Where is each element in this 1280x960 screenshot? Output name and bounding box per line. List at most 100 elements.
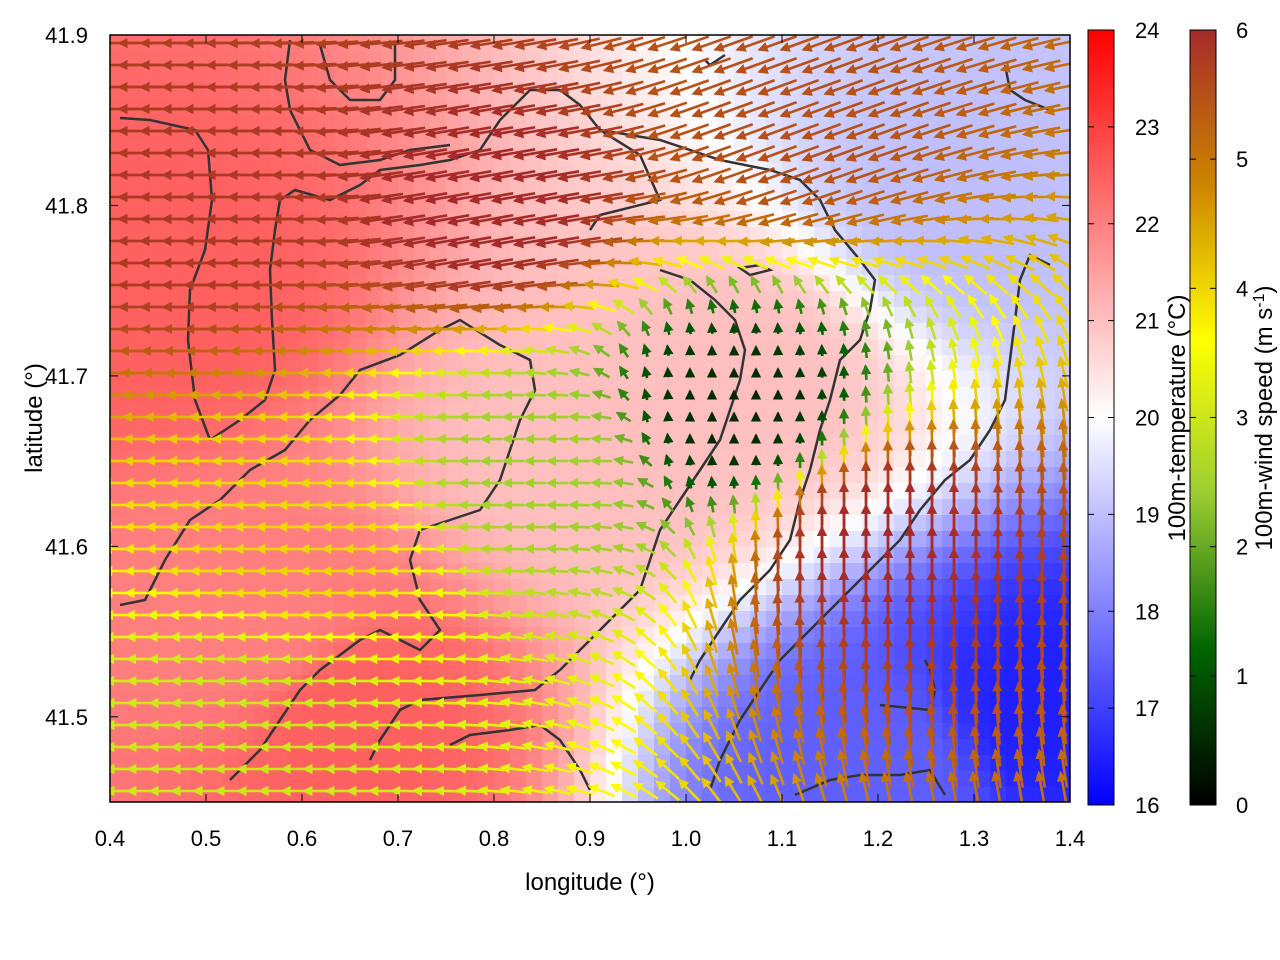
heat-cell — [910, 179, 927, 196]
heat-cell — [366, 243, 383, 260]
heat-cell — [222, 451, 239, 468]
heat-cell — [1022, 659, 1039, 676]
wind-tick-label: 5 — [1236, 147, 1248, 172]
heat-cell — [958, 179, 975, 196]
heat-cell — [334, 467, 351, 484]
heat-cell — [302, 115, 319, 132]
heat-cell — [398, 659, 415, 676]
heat-cell — [494, 355, 511, 372]
heat-cell — [382, 643, 399, 660]
heat-cell — [894, 387, 911, 404]
wind-arrow — [389, 389, 417, 401]
heat-cell — [526, 707, 543, 724]
heat-cell — [110, 787, 127, 802]
heat-cell — [286, 243, 303, 260]
heat-cell — [446, 419, 463, 436]
heat-cell — [334, 291, 351, 308]
heat-cell — [190, 51, 207, 68]
heat-cell — [558, 243, 575, 260]
heat-cell — [366, 131, 383, 148]
heat-cell — [110, 435, 127, 452]
heat-cell — [558, 451, 575, 468]
heat-cell — [862, 131, 879, 148]
heat-cell — [1054, 131, 1070, 148]
heat-cell — [1022, 403, 1039, 420]
heat-cell — [254, 147, 271, 164]
heat-cell — [142, 467, 159, 484]
heat-cell — [494, 499, 511, 516]
heat-cell — [126, 259, 143, 276]
heat-cell — [702, 387, 719, 404]
heat-cell — [766, 467, 783, 484]
heat-cell — [126, 515, 143, 532]
heat-cell — [286, 339, 303, 356]
heat-cell — [654, 179, 671, 196]
heat-cell — [126, 195, 143, 212]
heat-cell — [910, 355, 927, 372]
heat-cell — [526, 179, 543, 196]
heat-cell — [158, 499, 175, 516]
heat-cell — [382, 771, 399, 788]
heat-cell — [910, 563, 927, 580]
heat-cell — [174, 435, 191, 452]
heat-cell — [846, 547, 863, 564]
heat-cell — [382, 531, 399, 548]
heat-cell — [158, 483, 175, 500]
heat-cell — [766, 531, 783, 548]
heat-cell — [174, 451, 191, 468]
heat-cell — [126, 99, 143, 116]
heat-cell — [862, 371, 879, 388]
heat-cell — [318, 179, 335, 196]
plot-area — [109, 34, 1071, 803]
heat-cell — [478, 515, 495, 532]
heat-cell — [302, 515, 319, 532]
heat-cell — [574, 483, 591, 500]
heat-cell — [382, 787, 399, 802]
heat-cell — [510, 467, 527, 484]
heat-cell — [750, 547, 767, 564]
heat-cell — [238, 643, 255, 660]
heat-cell — [318, 339, 335, 356]
heat-cell — [446, 243, 463, 260]
wind-arrow — [433, 741, 461, 753]
wind-arrow — [1044, 170, 1070, 181]
heat-cell — [382, 595, 399, 612]
heat-cell — [350, 499, 367, 516]
heat-cell — [958, 691, 975, 708]
heat-cell — [926, 403, 943, 420]
heat-cell — [478, 307, 495, 324]
heat-cell — [1022, 387, 1039, 404]
heat-cell — [382, 691, 399, 708]
heat-cell — [702, 435, 719, 452]
heat-cell — [254, 627, 271, 644]
heat-cell — [702, 371, 719, 388]
heat-cell — [606, 371, 623, 388]
heat-cell — [910, 595, 927, 612]
heat-cell — [734, 291, 751, 308]
heat-cell — [302, 643, 319, 660]
heat-cell — [302, 771, 319, 788]
heat-cell — [254, 275, 271, 292]
heat-cell — [766, 611, 783, 628]
heat-cell — [238, 67, 255, 84]
heat-cell — [526, 435, 543, 452]
heat-cell — [558, 771, 575, 788]
wind-arrow — [685, 454, 696, 466]
heat-cell — [414, 291, 431, 308]
heat-cell — [302, 323, 319, 340]
heat-cell — [222, 339, 239, 356]
heat-cell — [270, 355, 287, 372]
heat-cell — [878, 643, 895, 660]
heat-cell — [318, 643, 335, 660]
heat-cell — [862, 435, 879, 452]
heat-cell — [446, 435, 463, 452]
heat-cell — [846, 659, 863, 676]
heat-cell — [958, 755, 975, 772]
heat-cell — [142, 691, 159, 708]
heat-cell — [478, 531, 495, 548]
heat-cell — [462, 515, 479, 532]
heat-cell — [846, 115, 863, 132]
heat-cell — [1038, 179, 1055, 196]
heat-cell — [206, 243, 223, 260]
heat-cell — [542, 499, 559, 516]
